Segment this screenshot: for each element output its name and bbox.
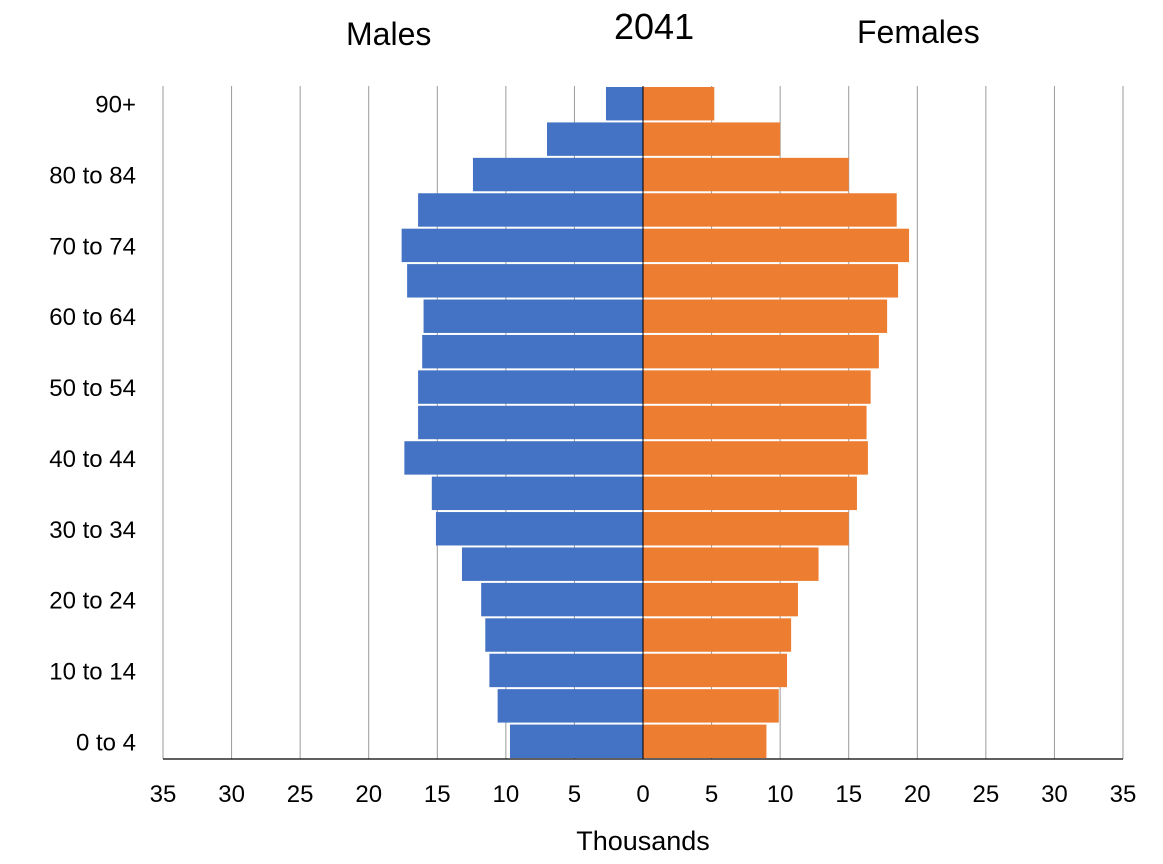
male-bar bbox=[401, 228, 643, 263]
age-group-label: 50 to 54 bbox=[49, 375, 136, 402]
x-tick-label: 15 bbox=[835, 781, 862, 808]
age-group-labels: 0 to 4 10 to 14 20 to 24 30 to 34 40 to 44 50… bbox=[49, 92, 136, 757]
male-bar bbox=[435, 512, 643, 546]
females-header: Females bbox=[857, 14, 980, 50]
male-bar bbox=[404, 441, 643, 475]
x-tick-label: 10 bbox=[767, 781, 794, 808]
x-tick-label: 20 bbox=[355, 781, 382, 808]
male-bar bbox=[418, 193, 643, 227]
x-tick-label: 20 bbox=[904, 781, 931, 808]
male-bar bbox=[423, 299, 643, 333]
age-group-label: 80 to 84 bbox=[49, 163, 136, 190]
male-bar bbox=[547, 122, 643, 156]
x-tick-label: 30 bbox=[1041, 781, 1068, 808]
age-group-label: 30 to 34 bbox=[49, 517, 136, 544]
female-bar bbox=[643, 441, 868, 475]
age-group-label: 60 to 64 bbox=[49, 304, 136, 331]
female-bar bbox=[643, 228, 910, 263]
x-tick-label: 30 bbox=[218, 781, 245, 808]
female-bar bbox=[643, 582, 798, 617]
chart-title: 2041 bbox=[614, 6, 695, 47]
female-bar bbox=[643, 653, 787, 688]
female-bar bbox=[643, 370, 871, 404]
male-bar bbox=[605, 87, 643, 121]
male-bar bbox=[497, 689, 643, 723]
female-bar bbox=[643, 193, 897, 227]
age-group-label: 0 to 4 bbox=[76, 729, 136, 756]
female-bar bbox=[643, 547, 819, 581]
x-axis-title: Thousands bbox=[576, 826, 710, 856]
female-bar bbox=[643, 618, 792, 652]
female-bar bbox=[643, 405, 867, 440]
male-bar bbox=[422, 334, 643, 369]
male-bar bbox=[481, 582, 643, 617]
female-bar bbox=[643, 122, 781, 156]
female-bar bbox=[643, 87, 715, 121]
female-bar bbox=[643, 299, 888, 333]
x-tick-label: 5 bbox=[705, 781, 718, 808]
female-bar bbox=[643, 724, 767, 758]
male-bar bbox=[509, 724, 643, 758]
x-tick-label: 35 bbox=[1110, 781, 1137, 808]
x-tick-label: 10 bbox=[493, 781, 520, 808]
x-tick-label: 35 bbox=[150, 781, 177, 808]
male-bar bbox=[407, 264, 643, 298]
x-tick-label: 5 bbox=[568, 781, 581, 808]
male-bar bbox=[485, 618, 643, 652]
male-bar bbox=[418, 405, 643, 440]
bars bbox=[401, 86, 910, 759]
male-bar bbox=[431, 476, 643, 511]
x-tick-label: 15 bbox=[424, 781, 451, 808]
female-bar bbox=[643, 334, 879, 369]
age-group-label: 90+ bbox=[95, 92, 136, 119]
x-tick-label: 25 bbox=[973, 781, 1000, 808]
x-axis: 35 30 25 20 15 10 5 0 5 10 15 20 25 30 35 bbox=[150, 758, 1137, 808]
male-bar bbox=[461, 547, 643, 581]
males-header: Males bbox=[346, 16, 432, 52]
male-bar bbox=[472, 157, 643, 192]
male-bar bbox=[418, 370, 643, 404]
x-tick-label: 0 bbox=[636, 781, 649, 808]
age-group-label: 40 to 44 bbox=[49, 446, 136, 473]
female-bar bbox=[643, 689, 779, 723]
age-group-label: 20 to 24 bbox=[49, 588, 136, 615]
female-bar bbox=[643, 157, 849, 192]
age-group-label: 70 to 74 bbox=[49, 233, 136, 260]
x-tick-label: 25 bbox=[287, 781, 314, 808]
age-group-label: 10 to 14 bbox=[49, 658, 136, 685]
female-bar bbox=[643, 476, 857, 511]
female-bar bbox=[643, 512, 849, 546]
male-bar bbox=[489, 653, 643, 688]
female-bar bbox=[643, 264, 899, 298]
